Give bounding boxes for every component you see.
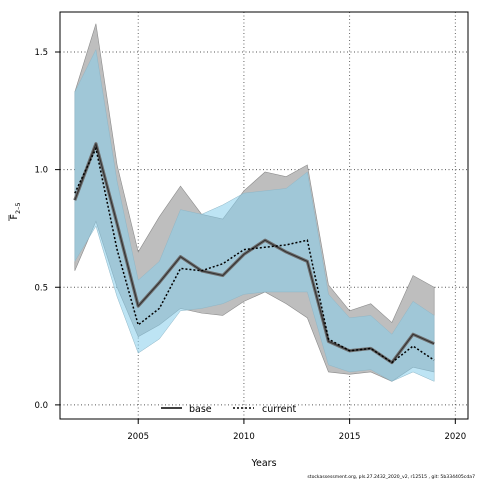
y-axis-title-sub: 2–5 bbox=[14, 202, 22, 214]
x-tick-label: 2015 bbox=[339, 432, 361, 442]
x-tick-label: 2010 bbox=[233, 432, 255, 442]
footer-credit: stockassessment.org, pls.27.2432_2020_v2… bbox=[307, 474, 475, 480]
series-lines bbox=[73, 142, 435, 365]
plot-frame bbox=[59, 11, 469, 420]
confidence-bands bbox=[74, 23, 435, 382]
x-tick-label: 2020 bbox=[444, 432, 466, 442]
svg-text:F: F bbox=[9, 214, 20, 219]
legend-label-current: current bbox=[262, 404, 297, 415]
y-axis-ticks: 0.0 0.5 1.0 1.5 bbox=[34, 48, 60, 411]
legend: base current bbox=[161, 404, 297, 415]
line-base bbox=[74, 143, 435, 364]
y-axis-title-main: F bbox=[9, 214, 20, 219]
y-tick-label: 0.0 bbox=[34, 401, 48, 411]
y-tick-label: 1.0 bbox=[34, 166, 48, 176]
y-tick-label: 0.5 bbox=[34, 283, 48, 293]
y-tick-label: 1.5 bbox=[34, 48, 48, 58]
line-current bbox=[74, 146, 435, 364]
x-tick-label: 2005 bbox=[127, 432, 149, 442]
legend-label-base: base bbox=[189, 404, 212, 415]
svg-text:2–5: 2–5 bbox=[14, 202, 22, 214]
x-axis-ticks: 2005 2010 2015 2020 bbox=[127, 419, 466, 442]
x-axis-title: Years bbox=[250, 458, 276, 469]
y-axis-title: F 2–5 bbox=[8, 202, 22, 221]
